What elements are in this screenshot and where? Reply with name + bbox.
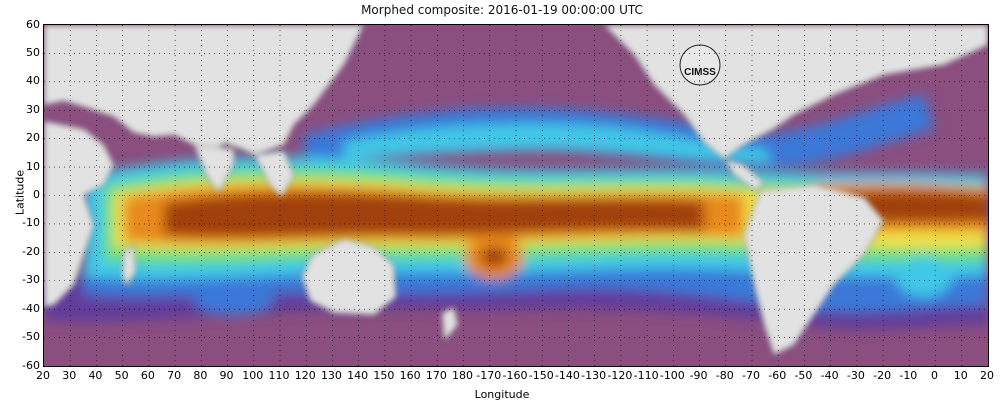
graticule bbox=[44, 25, 988, 366]
y-tick-label: -20 bbox=[22, 244, 40, 258]
x-tick-label: 160 bbox=[399, 369, 421, 382]
x-tick-label: -120 bbox=[607, 369, 633, 382]
x-tick-label: -100 bbox=[659, 369, 685, 382]
x-tick-label: 40 bbox=[88, 369, 103, 382]
y-tick-label: -10 bbox=[22, 216, 40, 230]
y-tick-label: 40 bbox=[26, 74, 40, 88]
x-tick-label: 10 bbox=[953, 369, 968, 382]
y-tick-label: 50 bbox=[26, 45, 40, 59]
x-tick-label: 60 bbox=[140, 369, 155, 382]
y-tick-label: -60 bbox=[22, 358, 40, 372]
x-tick-label: -20 bbox=[873, 369, 892, 382]
x-tick-label: 150 bbox=[373, 369, 395, 382]
x-tick-label: 20 bbox=[980, 369, 994, 382]
map-title: Morphed composite: 2016-01-19 00:00:00 U… bbox=[361, 3, 643, 17]
x-tick-label: -10 bbox=[899, 369, 918, 382]
x-tick-label: 110 bbox=[268, 369, 290, 382]
x-tick-label: 120 bbox=[294, 369, 316, 382]
x-tick-label: -70 bbox=[742, 369, 760, 382]
x-tick-label: 0 bbox=[931, 369, 939, 382]
y-axis-label: Latitude bbox=[13, 169, 27, 216]
x-tick-label: 30 bbox=[62, 369, 77, 382]
x-tick-label: -130 bbox=[581, 369, 607, 382]
x-axis-label: Longitude bbox=[474, 388, 530, 401]
y-tick-label: -50 bbox=[22, 330, 40, 344]
x-tick-label: 140 bbox=[347, 369, 369, 382]
x-tick-label: -160 bbox=[502, 369, 528, 382]
x-tick-label: 80 bbox=[193, 369, 208, 382]
y-tick-label: 20 bbox=[26, 131, 40, 145]
x-tick-label: -90 bbox=[689, 369, 708, 382]
x-tick-label: -110 bbox=[633, 369, 659, 382]
y-tick-label: -40 bbox=[22, 301, 40, 315]
x-tick-label: 170 bbox=[425, 369, 447, 382]
cimss-logo: CIMSS bbox=[679, 44, 721, 86]
x-tick-label: 70 bbox=[167, 369, 182, 382]
x-tick-label: -40 bbox=[820, 369, 839, 382]
x-tick-label: -170 bbox=[476, 369, 502, 382]
x-tick-label: 180 bbox=[452, 369, 474, 382]
x-tick-label: -30 bbox=[846, 369, 865, 382]
x-tick-label: -60 bbox=[768, 369, 787, 382]
y-tick-label: -30 bbox=[22, 273, 40, 287]
y-tick-label: 0 bbox=[33, 188, 40, 201]
map-canvas: CIMSS bbox=[44, 25, 988, 366]
x-tick-label: 50 bbox=[114, 369, 129, 382]
y-tick-label: 30 bbox=[26, 102, 40, 116]
x-tick-label: 90 bbox=[219, 369, 234, 382]
y-tick-label: 60 bbox=[26, 17, 40, 31]
x-tick-label: -80 bbox=[715, 369, 734, 382]
x-tick-label: -150 bbox=[528, 369, 554, 382]
x-tick-label: 130 bbox=[320, 369, 342, 382]
y-tick-label: 10 bbox=[26, 159, 40, 173]
logo-text: CIMSS bbox=[684, 67, 716, 78]
x-tick-label: 20 bbox=[36, 369, 50, 382]
x-tick-label: -50 bbox=[794, 369, 813, 382]
x-tick-label: 100 bbox=[242, 369, 264, 382]
tpw-map: CIMSS bbox=[43, 24, 989, 367]
x-tick-label: -140 bbox=[554, 369, 580, 382]
